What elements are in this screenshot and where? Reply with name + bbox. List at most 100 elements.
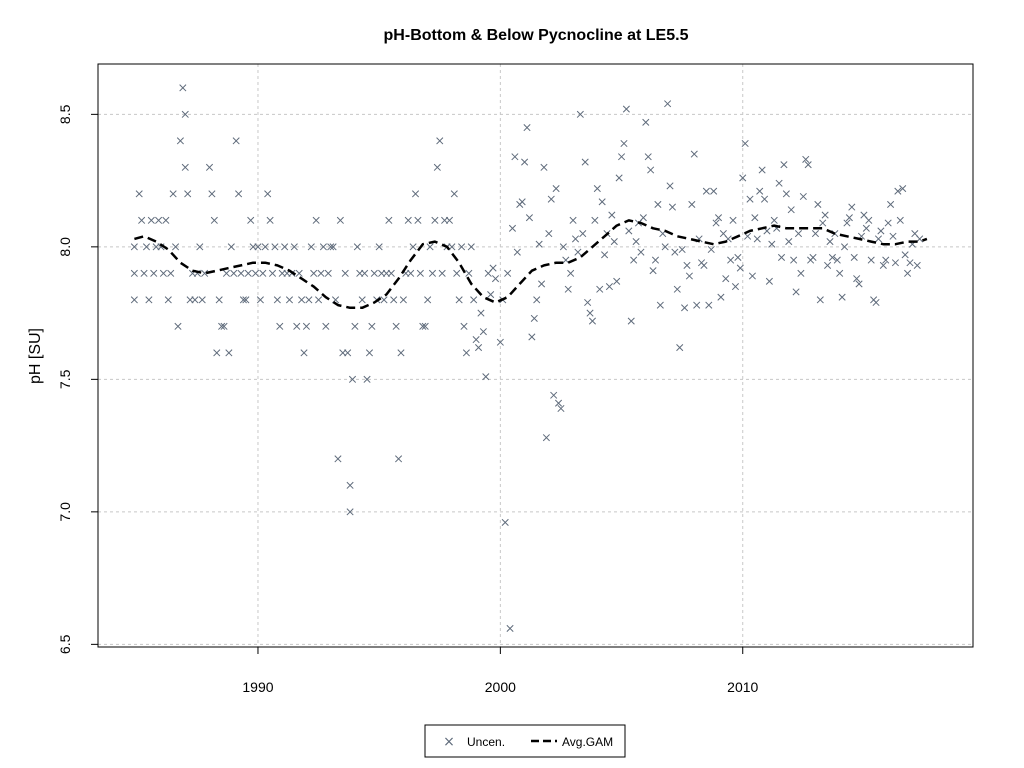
scatter-point <box>554 399 563 407</box>
scatter-point <box>205 163 214 171</box>
scatter-point <box>625 227 633 235</box>
scatter-point <box>848 203 856 211</box>
scatter-point <box>639 214 647 222</box>
scatter-point <box>824 261 832 269</box>
scatter-point <box>453 269 461 277</box>
scatter-point <box>285 296 294 304</box>
scatter-point <box>593 184 601 193</box>
legend: × Uncen. Avg.GAM <box>424 724 626 758</box>
scatter-point <box>501 518 509 527</box>
scatter-point <box>538 280 546 288</box>
gam-line-layer <box>134 219 928 310</box>
scatter-point <box>399 296 407 304</box>
scatter-point <box>477 309 485 317</box>
scatter-point <box>727 256 735 264</box>
scatter-point <box>353 243 361 251</box>
y-tick-label: 7.0 <box>57 502 73 522</box>
scatter-point <box>307 243 315 251</box>
grid-lines <box>98 64 973 647</box>
scatter-point <box>574 248 582 256</box>
scatter-point <box>358 296 366 304</box>
scatter-point <box>569 216 577 224</box>
scatter-point <box>535 240 543 248</box>
scatter-point <box>576 110 584 118</box>
scatter-point <box>598 198 606 206</box>
scatter-point <box>460 322 468 330</box>
scatter-point <box>225 349 233 357</box>
y-axis: 6.5 7.0 7.5 8.0 8.5 <box>57 104 98 654</box>
scatter-point <box>647 166 655 174</box>
scatter-point <box>300 349 308 357</box>
scatter-point <box>649 267 657 275</box>
scatter-point <box>140 269 148 277</box>
scatter-point <box>302 322 311 330</box>
scatter-point <box>465 269 473 277</box>
scatter-point <box>244 269 252 277</box>
scatter-point <box>414 216 422 224</box>
scatter-point <box>891 259 899 267</box>
scatter-point <box>765 277 773 285</box>
scatter-point <box>426 243 434 251</box>
scatter-point <box>673 285 681 293</box>
scatter-point <box>268 269 277 277</box>
scatter-point <box>511 153 519 161</box>
scatter-point <box>729 216 737 224</box>
scatter-point <box>181 163 189 171</box>
scatter-point <box>874 235 883 243</box>
scatter-point <box>664 100 672 108</box>
scatter-point <box>474 343 483 352</box>
scatter-point <box>622 105 630 113</box>
scatter-point <box>506 624 514 633</box>
scatter-point <box>700 261 708 269</box>
scatter-point <box>491 275 500 283</box>
scatter-point <box>130 243 138 251</box>
scatter-point <box>174 322 182 330</box>
scatter-point <box>390 296 398 304</box>
scatter-point <box>395 455 403 463</box>
scatter-point <box>591 216 599 224</box>
scatter-point <box>787 206 795 214</box>
scatter-point <box>547 195 555 203</box>
scatter-point <box>610 237 618 246</box>
scatter-point <box>586 309 594 317</box>
scatter-point <box>266 216 274 224</box>
scatter-point <box>145 296 153 304</box>
scatter-point <box>281 243 289 251</box>
scatter-point <box>508 224 517 232</box>
scatter-point <box>707 245 715 254</box>
scatter-point <box>872 298 880 307</box>
scatter-point <box>164 296 172 304</box>
scatter-point <box>365 349 374 357</box>
legend-marker-x: × <box>443 734 455 750</box>
scatter-point <box>242 296 250 304</box>
scatter-point <box>521 158 529 166</box>
scatter-point <box>334 455 342 463</box>
scatter-point <box>753 235 761 243</box>
scatter-point <box>794 230 803 238</box>
scatter-point <box>853 275 861 283</box>
scatter-point <box>397 349 405 357</box>
scatter-point <box>239 296 247 304</box>
scatter-point <box>785 237 793 246</box>
scatter-point <box>865 216 873 224</box>
scatter-point <box>571 235 580 243</box>
scatter-point <box>567 269 575 277</box>
scatter-point <box>906 259 914 267</box>
scatter-point <box>220 322 228 330</box>
scatter-point <box>215 296 223 304</box>
scatter-point <box>884 219 892 227</box>
scatter-point <box>210 216 218 224</box>
scatter-point <box>760 195 769 203</box>
scatter-point <box>142 243 151 251</box>
scatter-point <box>421 322 429 330</box>
y-axis-label: pH [SU] <box>27 328 44 384</box>
scatter-point <box>470 296 478 304</box>
scatter-point <box>336 216 344 224</box>
scatter-point <box>327 243 335 251</box>
scatter-point <box>346 508 354 516</box>
scatter-point <box>828 253 836 262</box>
scatter-point <box>172 243 180 251</box>
scatter-point <box>259 269 267 277</box>
scatter-point <box>479 328 487 336</box>
scatter-point <box>904 269 912 277</box>
